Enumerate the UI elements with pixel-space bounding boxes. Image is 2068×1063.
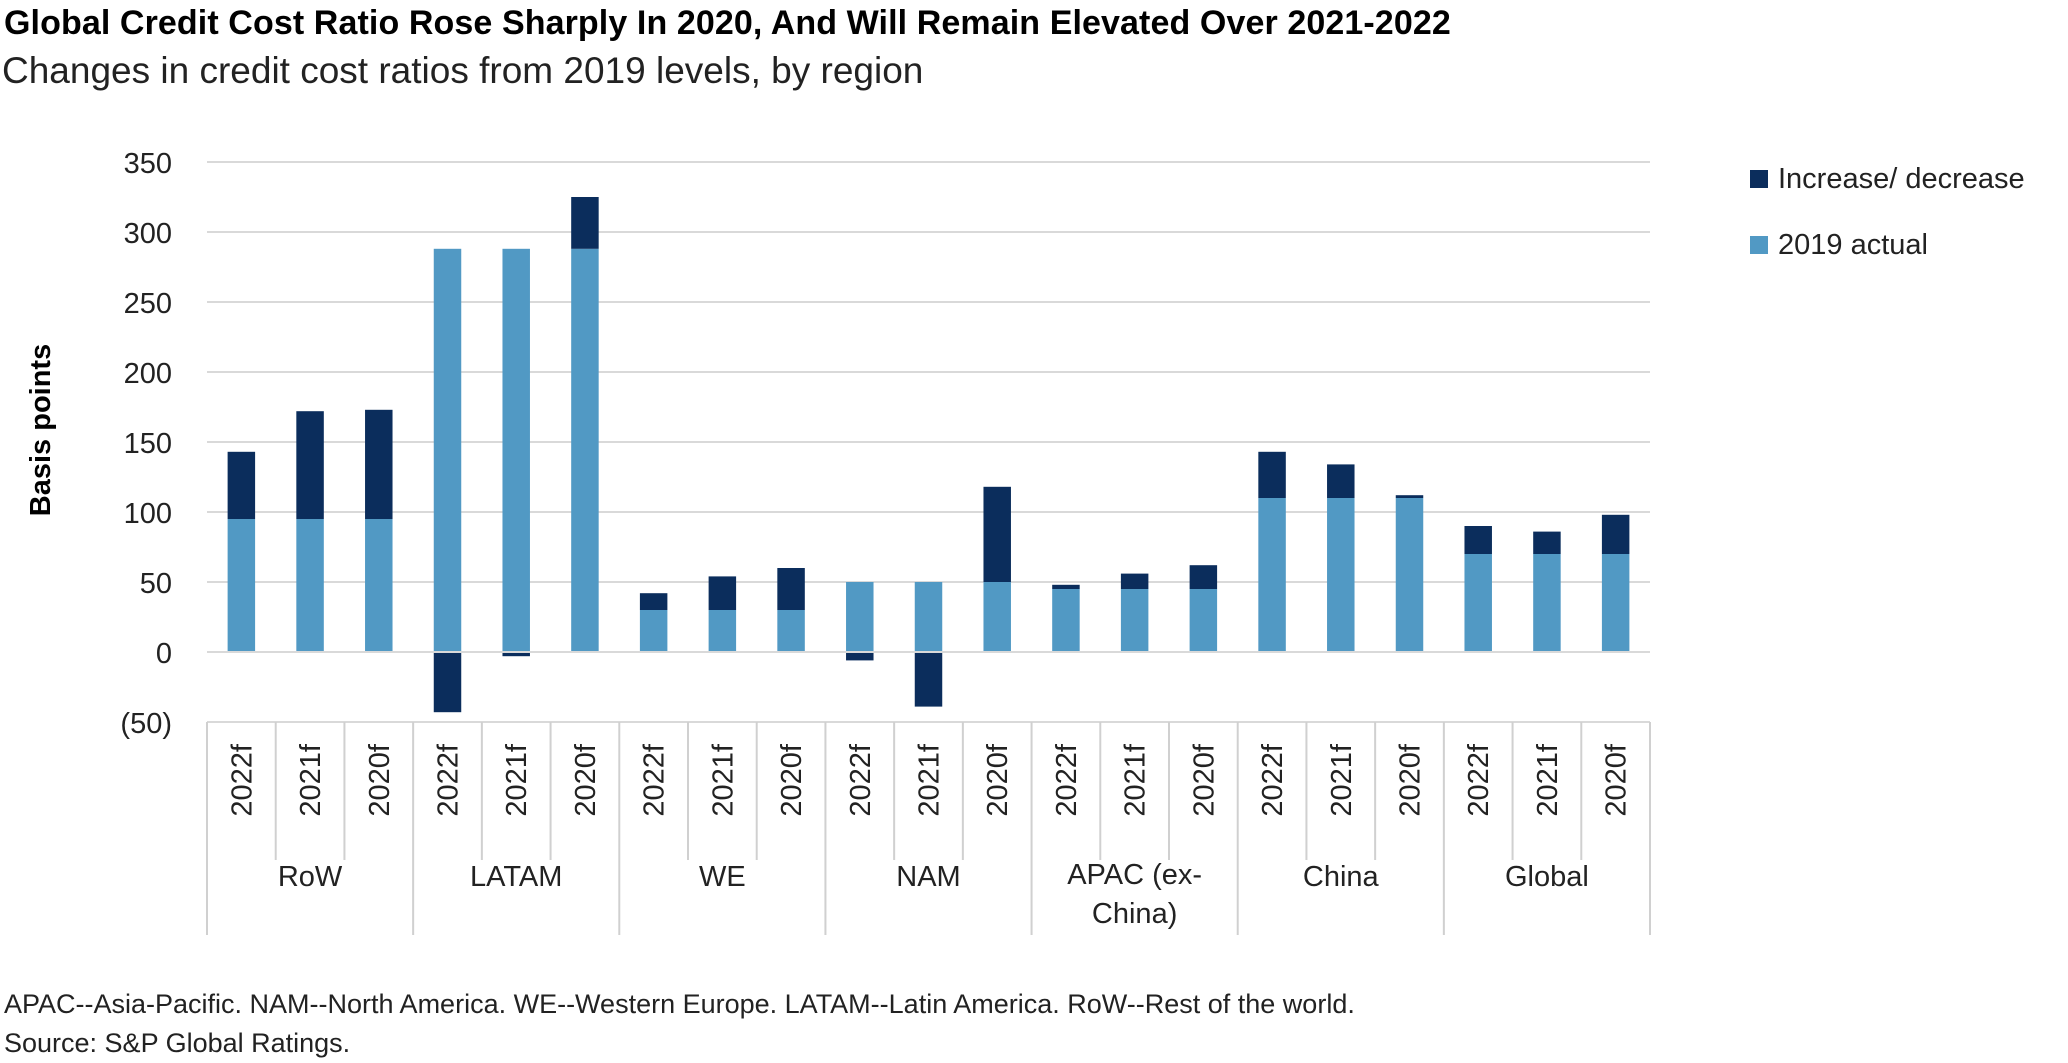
bar-increase-decrease: [1120, 573, 1149, 589]
x-tick-label: 2022f: [226, 743, 258, 817]
y-tick-label: 350: [124, 148, 172, 180]
y-tick-label: 200: [124, 358, 172, 390]
bar-increase-decrease: [433, 652, 462, 713]
y-tick-label: 50: [140, 568, 172, 600]
bar-2019-actual: [365, 519, 393, 652]
x-tick-label: 2022f: [639, 743, 671, 817]
bar-increase-decrease: [1258, 451, 1286, 498]
bar-increase-decrease: [777, 568, 805, 610]
x-tick-label: 2022f: [845, 743, 877, 817]
bar-2019-actual: [1464, 554, 1492, 652]
bar-increase-decrease: [846, 652, 874, 661]
bar-2019-actual: [914, 582, 943, 652]
bar-increase-decrease: [983, 486, 1011, 582]
y-tick-label: 150: [124, 428, 172, 460]
group-label: WE: [699, 861, 746, 893]
bar-2019-actual: [708, 610, 737, 652]
bar-increase-decrease: [1533, 531, 1561, 554]
x-axis: 2022f 2021f 2020f RoW 2022f 2021f 2020f LATAM 20…: [206, 722, 1651, 935]
y-axis-title: Basis points: [25, 344, 57, 516]
source-note: Source: S&P Global Ratings.: [4, 1028, 351, 1058]
bar-2019-actual: [1052, 589, 1080, 652]
x-tick-label: 2021f: [914, 743, 946, 817]
x-tick-label: 2020f: [776, 743, 808, 817]
x-tick-label: 2020f: [364, 743, 396, 817]
chart-svg: 350 300 250 200 150 100 50 0 (50) 2022f 2021f 2020…: [25, 148, 2025, 935]
bar-increase-decrease: [502, 652, 530, 657]
bar-2019-actual: [1533, 554, 1561, 652]
legend-label: Increase/ decrease: [1778, 163, 2025, 195]
chart-subtitle: Changes in credit cost ratios from 2019 …: [2, 50, 924, 91]
x-tick-label: 2020f: [1188, 743, 1220, 817]
y-tick-label: 300: [124, 218, 172, 250]
bar-2019-actual: [777, 610, 805, 652]
bar-2019-actual: [1327, 498, 1355, 652]
bar-2019-actual: [639, 610, 668, 652]
bars: [227, 197, 1630, 713]
group-label: NAM: [896, 861, 960, 893]
bar-increase-decrease: [1327, 464, 1355, 498]
group-label: Global: [1505, 861, 1589, 893]
bar-2019-actual: [1258, 498, 1286, 652]
bar-increase-decrease: [571, 197, 599, 249]
bar-2019-actual: [1395, 498, 1424, 652]
bar-increase-decrease: [914, 652, 943, 707]
y-tick-label: 250: [124, 288, 172, 320]
bar-increase-decrease: [639, 593, 668, 610]
x-tick-label: 2020f: [1601, 743, 1633, 817]
bar-increase-decrease: [365, 409, 393, 519]
x-tick-label: 2022f: [1257, 743, 1289, 817]
bar-increase-decrease: [296, 411, 324, 519]
x-tick-label: 2021f: [1532, 743, 1564, 817]
legend-swatch: [1750, 170, 1768, 188]
y-tick-label: 0: [156, 638, 172, 670]
bar-increase-decrease: [1395, 495, 1424, 498]
x-tick-label: 2021f: [1326, 743, 1358, 817]
bar-increase-decrease: [227, 451, 256, 519]
x-tick-label: 2022f: [1051, 743, 1083, 817]
x-tick-label: 2021f: [1120, 743, 1152, 817]
legend: Increase/ decrease 2019 actual: [1750, 163, 2025, 261]
footnote: APAC--Asia-Pacific. NAM--North America. …: [4, 985, 1355, 1063]
y-tick-label: 100: [124, 498, 172, 530]
bar-increase-decrease: [1189, 565, 1218, 589]
x-tick-label: 2020f: [570, 743, 602, 817]
x-tick-label: 2020f: [982, 743, 1014, 817]
x-tick-label: 2022f: [433, 743, 465, 817]
group-label: China): [1092, 898, 1177, 930]
x-tick-label: 2022f: [1463, 743, 1495, 817]
y-tick-label: (50): [120, 708, 172, 740]
x-tick-label: 2021f: [707, 743, 739, 817]
bar-2019-actual: [296, 519, 324, 652]
x-tick-label: 2020f: [1395, 743, 1427, 817]
y-tick-labels: 350 300 250 200 150 100 50 0 (50): [120, 148, 172, 740]
bar-2019-actual: [502, 248, 530, 653]
bar-2019-actual: [1601, 554, 1630, 652]
bar-increase-decrease: [1052, 584, 1080, 589]
group-label: APAC (ex-: [1067, 859, 1202, 891]
bar-increase-decrease: [1464, 526, 1492, 554]
bar-2019-actual: [227, 519, 256, 652]
bar-2019-actual: [983, 582, 1011, 652]
group-label: China: [1303, 861, 1380, 893]
legend-swatch: [1750, 236, 1768, 254]
footnote-line: APAC--Asia-Pacific. NAM--North America. …: [4, 989, 1355, 1019]
bar-2019-actual: [433, 248, 462, 653]
legend-label: 2019 actual: [1778, 229, 1928, 261]
bar-2019-actual: [571, 248, 599, 653]
bar-2019-actual: [846, 582, 874, 652]
group-label: LATAM: [470, 861, 562, 893]
bar-increase-decrease: [1601, 514, 1630, 554]
group-label: RoW: [278, 861, 343, 893]
chart-title: Global Credit Cost Ratio Rose Sharply In…: [4, 4, 1451, 42]
bar-2019-actual: [1120, 589, 1149, 652]
x-tick-label: 2021f: [295, 743, 327, 817]
x-tick-label: 2021f: [501, 743, 533, 817]
bar-2019-actual: [1189, 589, 1218, 652]
bar-increase-decrease: [708, 576, 737, 610]
